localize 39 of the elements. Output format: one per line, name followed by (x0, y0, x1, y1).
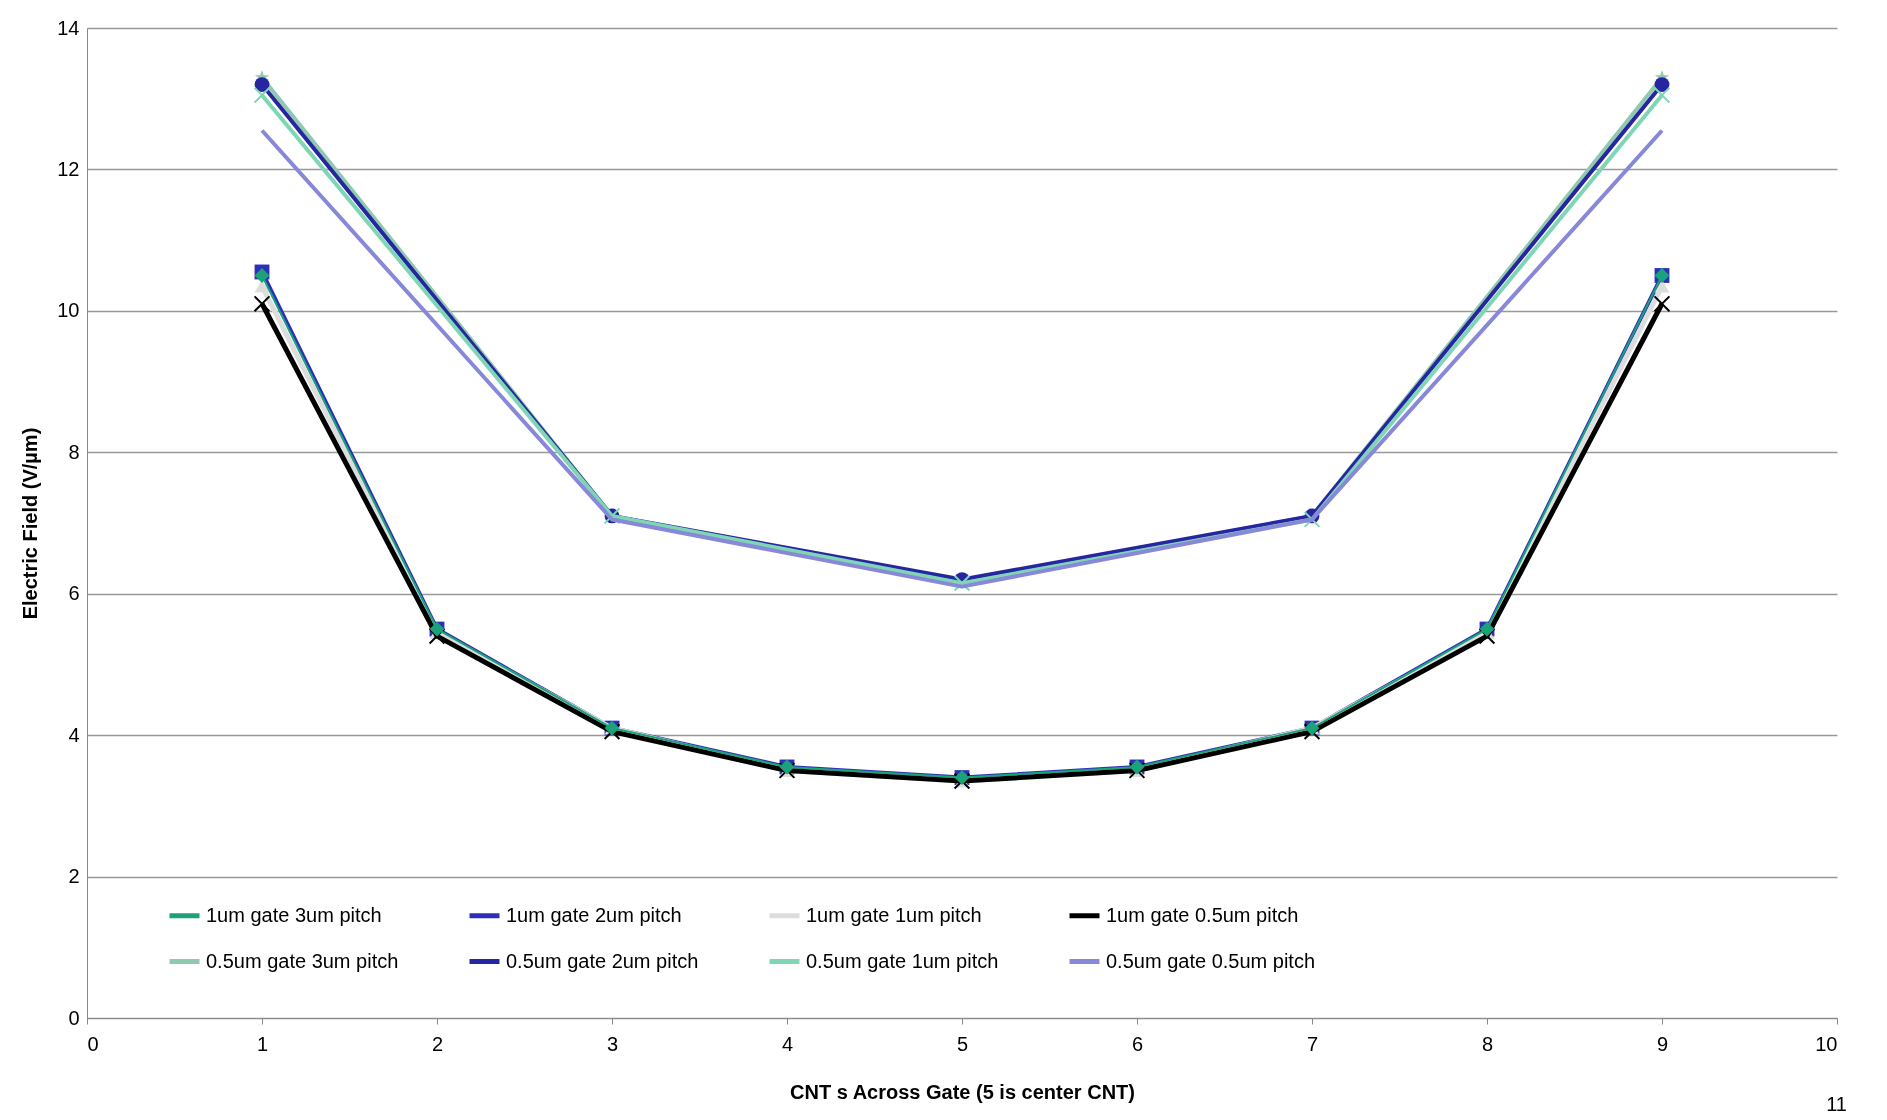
x-tick-label: 3 (606, 1032, 619, 1055)
legend-label: 0.5um gate 3um pitch (206, 949, 399, 972)
y-tick-label: 6 (68, 582, 80, 605)
point (1654, 77, 1670, 92)
legend-label: 1um gate 2um pitch (506, 903, 682, 926)
text: 11 (1826, 1093, 1847, 1116)
point (253, 86, 271, 104)
legend-label: 1um gate 1um pitch (806, 903, 982, 926)
point (1654, 279, 1670, 293)
x-tick-label: 9 (1656, 1032, 1669, 1055)
y-tick-label: 14 (57, 16, 80, 39)
x-tick-label: 10 (1815, 1032, 1838, 1055)
legend-label: 0.5um gate 2um pitch (506, 949, 699, 972)
point (1653, 295, 1671, 313)
x-tick-label: 8 (1481, 1032, 1494, 1055)
y-tick-label: 12 (57, 157, 80, 180)
point (254, 77, 270, 92)
y-axis-title: Electric Field (V/µm) (19, 427, 42, 620)
y-tick-label: 8 (68, 440, 80, 463)
legend-label: 1um gate 0.5um pitch (1106, 903, 1299, 926)
y-tick-label: 10 (57, 299, 80, 322)
y-tick-label: 2 (68, 865, 80, 888)
point (253, 295, 271, 313)
x-tick-label: 5 (956, 1032, 969, 1055)
x-tick-label: 6 (1131, 1032, 1144, 1055)
x-tick-label: 4 (781, 1032, 794, 1055)
y-tick-label: 4 (68, 723, 80, 746)
x-tick-label: 7 (1306, 1032, 1319, 1055)
point (1478, 627, 1496, 645)
point (428, 627, 446, 645)
point (1653, 86, 1671, 104)
legend-label: 0.5um gate 1um pitch (806, 949, 999, 972)
x-tick-label: 1 (256, 1032, 269, 1055)
legend-label: 1um gate 3um pitch (206, 903, 382, 926)
legend-label: 0.5um gate 0.5um pitch (1106, 949, 1316, 972)
x-tick-label: 2 (431, 1032, 444, 1055)
x-tick-label: 0 (87, 1032, 99, 1055)
x-axis-title: CNT s Across Gate (5 is center CNT) (790, 1080, 1135, 1103)
y-tick-label: 0 (68, 1006, 80, 1029)
